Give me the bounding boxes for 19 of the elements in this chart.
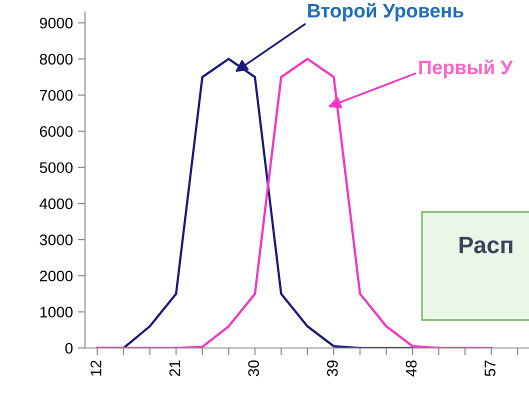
y-tick-label: 4000 bbox=[40, 198, 73, 210]
x-tick-label: 12 bbox=[90, 360, 102, 376]
x-tick-label: 39 bbox=[326, 360, 338, 376]
y-tick-label: 9000 bbox=[40, 18, 73, 29]
y-tick-label: 6000 bbox=[40, 126, 73, 137]
annotation: Второй Уровень bbox=[308, 2, 464, 22]
annotation: Расп bbox=[460, 236, 512, 254]
x-tick-label: 57 bbox=[484, 360, 496, 376]
x-tick-label: 48 bbox=[406, 360, 417, 376]
y-tick-label: 0 bbox=[65, 342, 73, 354]
y-tick-label: 5000 bbox=[40, 162, 73, 174]
y-tick-label: 7000 bbox=[40, 90, 73, 101]
x-tick-label: 30 bbox=[248, 360, 259, 376]
y-tick-label: 2000 bbox=[40, 270, 73, 282]
y-tick-label: 8000 bbox=[40, 54, 73, 65]
x-tick-label: 21 bbox=[169, 360, 180, 376]
y-tick-label: 3000 bbox=[40, 234, 73, 246]
y-tick-label: 1000 bbox=[40, 306, 73, 318]
annotation: Первый У bbox=[419, 60, 513, 78]
